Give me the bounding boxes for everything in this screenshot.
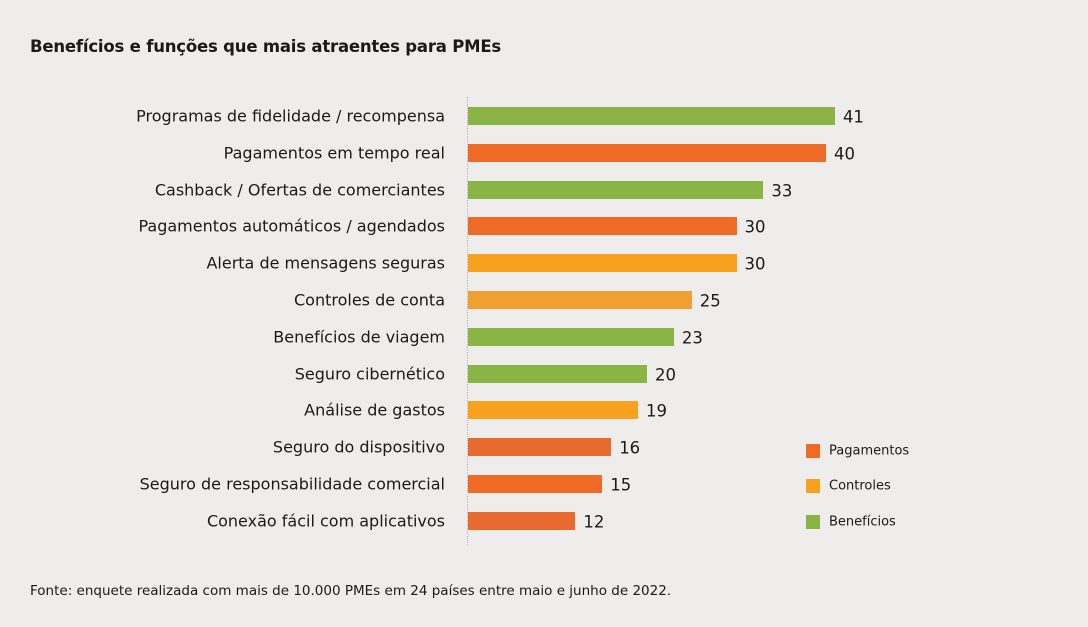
bar	[468, 254, 737, 273]
data-label: 19	[646, 401, 668, 421]
category-label: Seguro cibernético	[294, 364, 445, 384]
data-label: 16	[619, 438, 641, 458]
legend-label: Pagamentos	[829, 443, 910, 459]
category-label: Pagamentos em tempo real	[223, 143, 445, 163]
data-label: 33	[771, 181, 793, 201]
chart-title: Benefícios e funções que mais atraentes …	[30, 37, 502, 56]
category-label: Benefícios de viagem	[273, 327, 445, 347]
bar	[468, 180, 764, 199]
bar	[468, 401, 639, 420]
bar	[468, 143, 826, 162]
data-label: 25	[699, 291, 721, 311]
bar	[468, 107, 835, 125]
bar	[468, 217, 737, 236]
legend-swatch	[806, 479, 820, 493]
category-axis-line	[467, 97, 468, 545]
bar	[468, 511, 576, 530]
bar	[468, 475, 603, 493]
category-label: Controles de conta	[294, 290, 445, 310]
legend-label: Benefícios	[829, 514, 896, 530]
category-label: Pagamentos automáticos / agendados	[138, 216, 445, 236]
source-note: Fonte: enquete realizada com mais de 10.…	[30, 583, 672, 599]
data-label: 41	[842, 107, 864, 127]
data-label: 15	[610, 475, 632, 495]
category-label: Cashback / Ofertas de comerciantes	[154, 180, 445, 200]
legend-swatch	[806, 444, 820, 458]
bar	[468, 364, 647, 383]
legend-swatch	[806, 515, 820, 529]
bar	[468, 291, 692, 309]
data-label: 12	[583, 512, 605, 532]
category-label: Alerta de mensagens seguras	[206, 253, 445, 273]
bar	[468, 438, 612, 457]
category-label: Programas de fidelidade / recompensa	[136, 106, 445, 126]
category-label: Análise de gastos	[304, 400, 445, 420]
legend-label: Controles	[829, 478, 891, 494]
data-label: 23	[681, 328, 703, 348]
category-label: Seguro do dispositivo	[272, 437, 445, 457]
bar	[468, 327, 674, 346]
data-label: 20	[655, 365, 676, 385]
data-label: 30	[744, 254, 766, 274]
data-label: 30	[744, 217, 766, 237]
data-label: 40	[834, 144, 855, 164]
category-label: Seguro de responsabilidade comercial	[139, 474, 445, 494]
category-label: Conexão fácil com aplicativos	[206, 511, 445, 531]
